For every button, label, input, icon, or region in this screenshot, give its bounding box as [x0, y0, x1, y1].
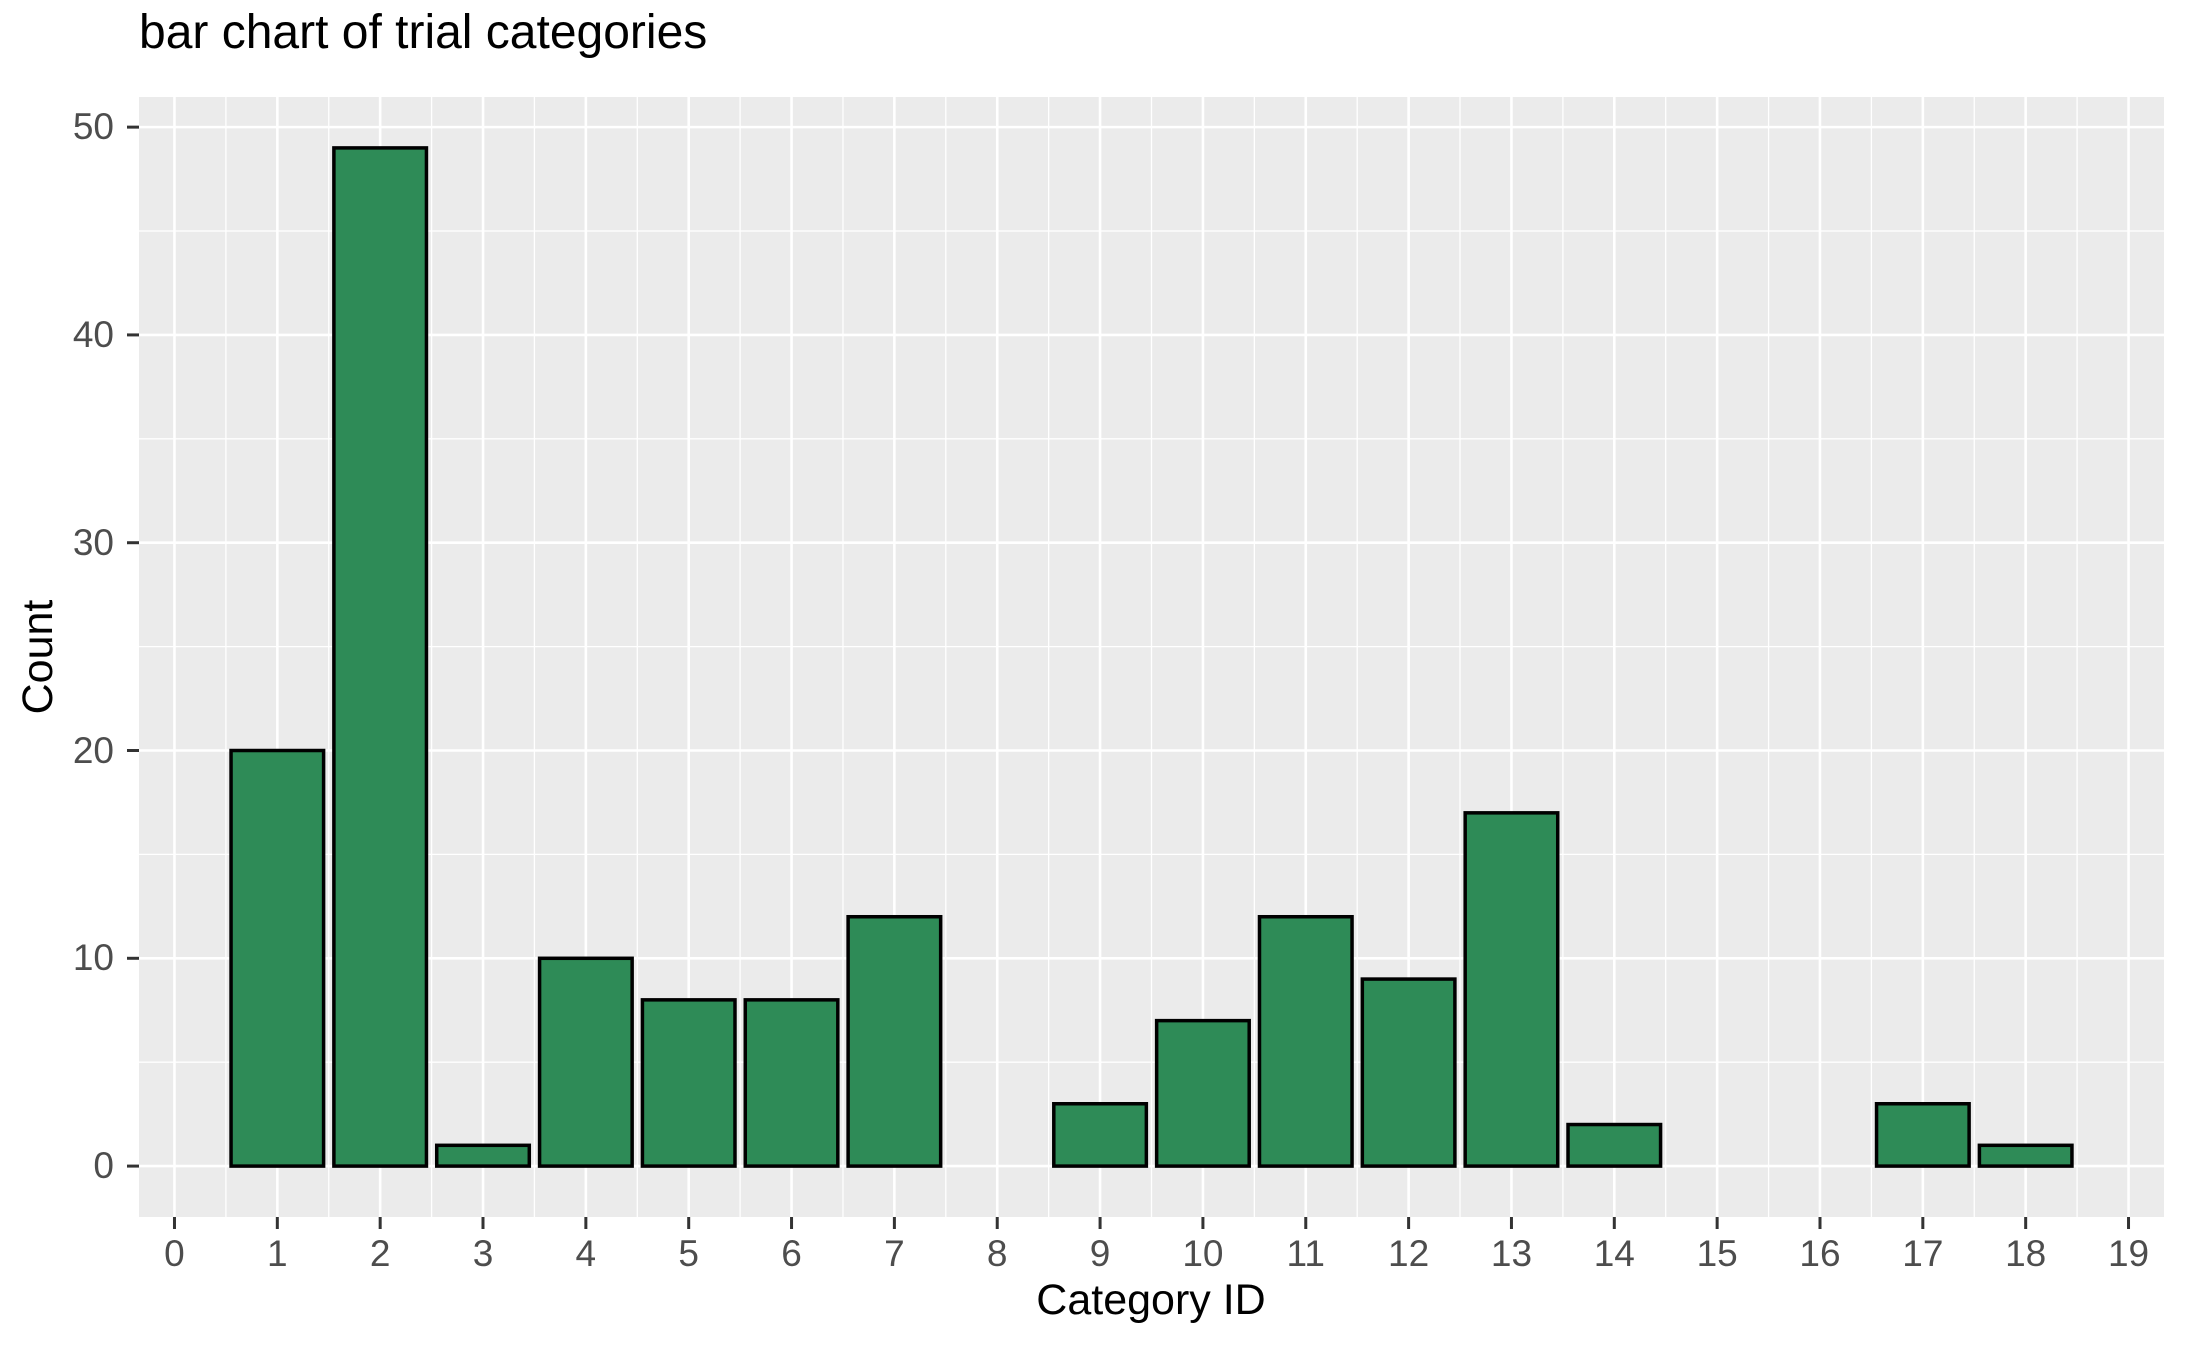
x-tick-label-5: 5 [678, 1233, 699, 1274]
chart-title: bar chart of trial categories [139, 6, 708, 59]
y-tick-label-0: 0 [93, 1145, 114, 1187]
bar-category-2 [332, 146, 429, 1168]
x-tick-label-19: 19 [2107, 1233, 2150, 1274]
x-tick-label-16: 16 [1799, 1233, 1841, 1274]
x-tick-label-8: 8 [986, 1233, 1008, 1274]
y-tick-label-10: 10 [72, 937, 114, 979]
bar-category-17 [1874, 1102, 1971, 1168]
y-axis-title: Count [14, 599, 62, 715]
bar-category-12 [1360, 977, 1457, 1168]
y-tick-label-40: 40 [72, 313, 114, 355]
x-tick-label-13: 13 [1490, 1233, 1533, 1274]
x-tick-label-14: 14 [1593, 1233, 1635, 1274]
x-tick-label-6: 6 [781, 1233, 802, 1274]
x-tick-label-0: 0 [164, 1233, 185, 1274]
bar-category-4 [537, 956, 634, 1168]
x-tick-label-11: 11 [1286, 1233, 1325, 1274]
x-tick-label-3: 3 [472, 1233, 494, 1274]
bar-category-18 [1977, 1143, 2074, 1168]
bar-category-5 [640, 998, 737, 1168]
x-tick-label-2: 2 [369, 1233, 391, 1274]
x-tick-label-7: 7 [884, 1233, 905, 1274]
x-tick-label-17: 17 [1902, 1233, 1944, 1274]
x-tick-label-9: 9 [1089, 1233, 1111, 1274]
bar-category-13 [1463, 811, 1560, 1168]
y-tick-label-30: 30 [72, 521, 114, 563]
bar-category-11 [1257, 914, 1354, 1168]
bar-category-14 [1566, 1122, 1663, 1168]
x-tick-label-4: 4 [575, 1233, 597, 1274]
bar-category-10 [1154, 1018, 1251, 1168]
x-tick-label-18: 18 [2005, 1233, 2047, 1274]
bar-category-7 [846, 914, 943, 1168]
x-tick-label-1: 1 [267, 1233, 288, 1274]
bar-category-3 [434, 1143, 532, 1168]
x-axis-title: Category ID [1036, 1276, 1266, 1324]
x-tick-label-10: 10 [1182, 1233, 1224, 1274]
x-tick-label-15: 15 [1696, 1233, 1738, 1274]
bar-category-9 [1052, 1102, 1149, 1168]
bar-category-6 [743, 998, 840, 1168]
x-tick-label-12: 12 [1388, 1233, 1430, 1274]
y-tick-label-50: 50 [72, 106, 114, 148]
bar-category-1 [229, 748, 326, 1168]
y-tick-label-20: 20 [72, 729, 114, 771]
